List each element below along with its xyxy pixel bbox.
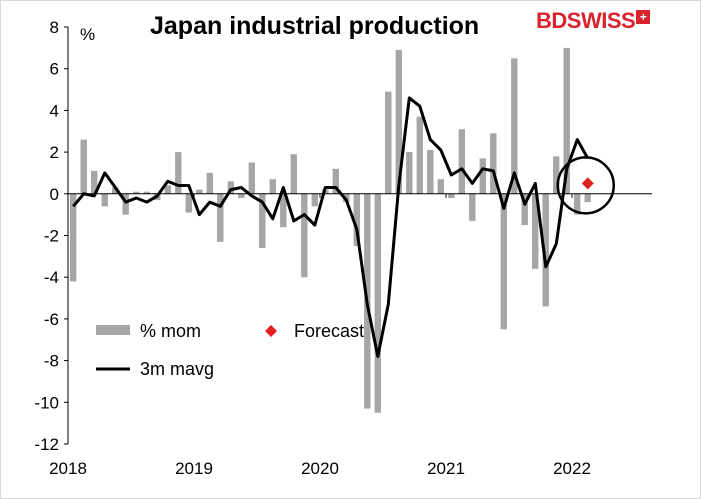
- bar: [584, 193, 591, 203]
- legend-swatch-forecast: [265, 325, 277, 337]
- y-tick-label: 0: [50, 185, 59, 204]
- bar: [574, 193, 581, 215]
- bar: [437, 179, 444, 194]
- bar: [395, 49, 402, 194]
- bar: [206, 172, 213, 194]
- bar: [416, 116, 423, 194]
- bar: [385, 91, 392, 194]
- x-tick-label: 2019: [175, 459, 213, 478]
- bar: [469, 193, 476, 221]
- bar: [248, 162, 255, 194]
- bar: [259, 193, 266, 248]
- forecast-series: [556, 156, 615, 215]
- bar: [164, 185, 171, 194]
- y-tick-label: 4: [50, 101, 59, 120]
- y-tick-label: -6: [44, 310, 59, 329]
- legend-label-mavg: 3m mavg: [140, 359, 214, 379]
- x-tick-label: 2018: [49, 459, 87, 478]
- bar: [143, 191, 150, 194]
- y-tick-label: -4: [44, 268, 59, 287]
- bar: [448, 193, 455, 198]
- bar: [332, 168, 339, 194]
- bar: [238, 193, 245, 198]
- bar: [227, 181, 234, 194]
- x-tick-label: 2020: [301, 459, 339, 478]
- chart-title: Japan industrial production: [150, 12, 480, 40]
- bar: [80, 139, 87, 194]
- bar: [91, 170, 98, 194]
- bar: [185, 193, 192, 213]
- y-tick-label: -12: [34, 435, 59, 454]
- logo-text: BDSWISS: [536, 8, 636, 33]
- mavg-line: [72, 96, 590, 358]
- bar: [521, 193, 528, 226]
- bar: [122, 193, 129, 215]
- bar: [406, 152, 413, 194]
- bar: [290, 154, 297, 194]
- bar: [500, 193, 507, 330]
- bar: [196, 189, 203, 194]
- x-tick-label: 2022: [553, 459, 591, 478]
- bar: [70, 193, 77, 282]
- y-axis-label: %: [80, 25, 95, 44]
- legend: % mom Forecast 3m mavg: [96, 321, 364, 379]
- legend-label-mom: % mom: [140, 321, 201, 341]
- bar: [427, 150, 434, 194]
- bar: [479, 158, 486, 194]
- bar: [511, 58, 518, 194]
- bdswiss-logo: BDSWISS +: [536, 8, 651, 34]
- bar-series-mom: [70, 47, 591, 413]
- logo-plus-icon: +: [636, 10, 651, 24]
- y-tick-label: -2: [44, 227, 59, 246]
- forecast-point: [581, 177, 594, 190]
- y-tick-label: -8: [44, 352, 59, 371]
- bar: [301, 193, 308, 278]
- bar: [217, 193, 224, 242]
- bar: [532, 193, 539, 269]
- bar: [133, 191, 140, 194]
- bar: [175, 152, 182, 194]
- bar: [458, 129, 465, 194]
- bar: [553, 156, 560, 194]
- bar: [101, 193, 108, 207]
- bar: [563, 47, 570, 194]
- axes: -12 -10 -8 -6 -4 -2 0 2 4 6 8 % 2018 2019 2020 2021 2022: [34, 18, 652, 478]
- legend-swatch-mom: [96, 325, 130, 335]
- bar: [112, 187, 119, 194]
- bar: [280, 193, 287, 228]
- bar: [353, 193, 360, 246]
- bar: [269, 179, 276, 194]
- bar: [374, 193, 381, 413]
- bar: [311, 193, 318, 207]
- forecast-highlight-circle: [556, 156, 615, 215]
- line-series-3m-mavg: [72, 96, 590, 358]
- bar: [490, 133, 497, 194]
- y-tick-label: 6: [50, 60, 59, 79]
- y-tick-label: 8: [50, 18, 59, 37]
- y-tick-label: 2: [50, 143, 59, 162]
- y-tick-label: -10: [34, 393, 59, 412]
- bar: [542, 193, 549, 307]
- x-tick-label: 2021: [427, 459, 465, 478]
- legend-label-forecast: Forecast: [294, 321, 364, 341]
